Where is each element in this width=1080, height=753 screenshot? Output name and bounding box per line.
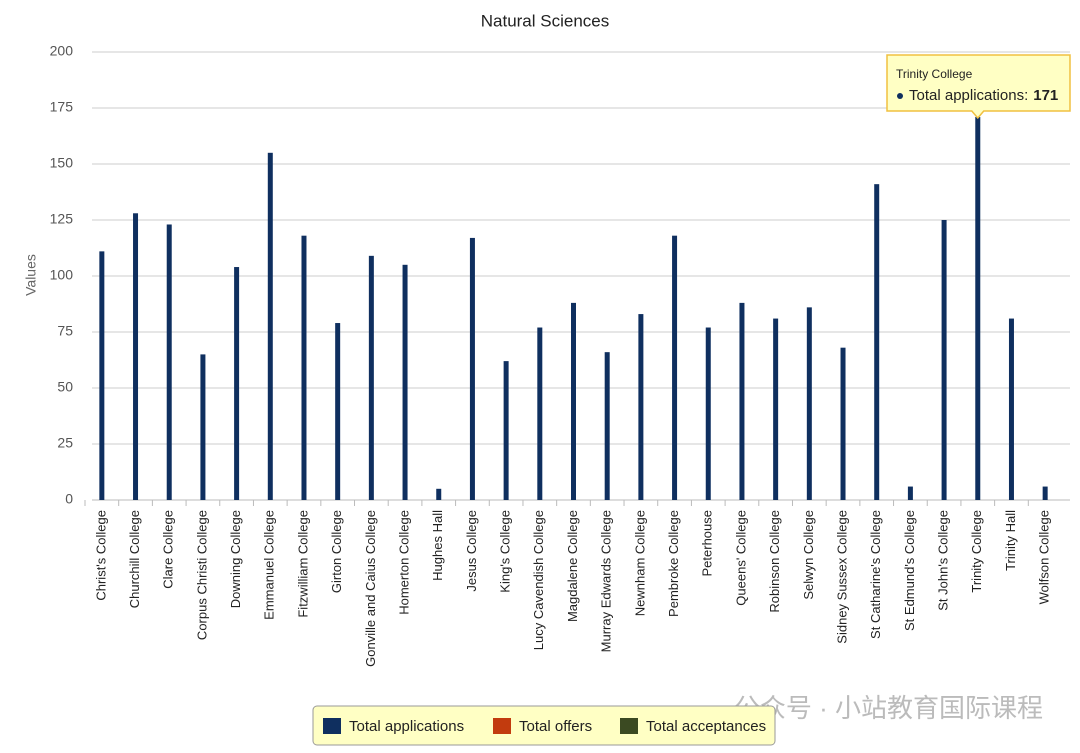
- legend-swatch: [493, 718, 511, 734]
- bar: [941, 220, 947, 500]
- bar: [604, 352, 610, 500]
- tooltip-dot: [897, 93, 903, 99]
- bar: [840, 347, 846, 500]
- legend-swatch: [323, 718, 341, 734]
- x-tick-label: Churchill College: [127, 510, 142, 608]
- x-tick-label: Peterhouse: [700, 510, 715, 577]
- tooltip-label: Total applications: 171: [909, 87, 1058, 104]
- x-tick-label: Murray Edwards College: [599, 510, 614, 652]
- legend-box: [312, 705, 776, 746]
- legend-swatch: [620, 718, 638, 734]
- x-tick-label: St Edmund's College: [902, 510, 917, 631]
- x-tick-label: Downing College: [228, 510, 243, 608]
- x-tick-label: Christ's College: [93, 510, 108, 601]
- bar: [1008, 318, 1014, 500]
- bar: [402, 264, 408, 500]
- tooltip-series: Total applications:: [909, 87, 1028, 104]
- x-tick-label: Robinson College: [767, 510, 782, 613]
- chart-title: Natural Sciences: [481, 11, 610, 30]
- bar: [436, 488, 442, 500]
- x-tick-label: Emmanuel College: [262, 510, 277, 620]
- y-tick-label: 75: [57, 323, 73, 339]
- x-tick-label: St John's College: [936, 510, 951, 611]
- y-axis-title: Values: [23, 254, 39, 296]
- bar: [537, 327, 543, 500]
- y-tick-label: 175: [50, 99, 74, 115]
- x-tick-label: Queens' College: [733, 510, 748, 606]
- legend-label: Total acceptances: [646, 718, 766, 735]
- x-tick-label: Clare College: [161, 510, 176, 589]
- watermark: 公众号 · 小站教育国际课程: [734, 693, 1043, 723]
- bar: [638, 314, 644, 500]
- x-tick-label: Corpus Christi College: [194, 510, 209, 640]
- x-tick-label: Gonville and Caius College: [363, 510, 378, 667]
- bar: [975, 116, 981, 501]
- y-tick-label: 50: [57, 379, 73, 395]
- x-tick-label: Fitzwilliam College: [295, 510, 310, 618]
- tooltip-value: 171: [1033, 87, 1058, 104]
- y-tick-label: 0: [65, 491, 73, 507]
- x-tick-label: Sidney Sussex College: [834, 510, 849, 644]
- bar: [705, 327, 711, 500]
- bar: [133, 213, 139, 500]
- bar: [571, 302, 576, 500]
- x-tick-label: Girton College: [329, 510, 344, 593]
- bar: [301, 235, 307, 500]
- x-tick-label: Lucy Cavendish College: [531, 510, 546, 650]
- x-tick-label: Selwyn College: [801, 510, 816, 600]
- x-tick-label: Homerton College: [396, 510, 411, 615]
- x-tick-label: Wolfson College: [1037, 510, 1052, 604]
- y-tick-label: 200: [50, 43, 74, 59]
- bar: [99, 251, 105, 500]
- x-tick-label: Trinity College: [969, 510, 984, 593]
- bar: [672, 235, 678, 500]
- bar: [469, 237, 475, 501]
- bar: [267, 152, 273, 501]
- bar: [806, 307, 812, 500]
- x-tick-label: Pembroke College: [666, 510, 681, 617]
- bar: [368, 255, 374, 500]
- y-tick-label: 125: [50, 211, 74, 227]
- x-tick-label: St Catharine's College: [868, 510, 883, 639]
- tooltip-box: [886, 54, 1071, 120]
- x-tick-label: Trinity Hall: [1003, 510, 1018, 571]
- x-tick-label: King's College: [498, 510, 513, 593]
- y-tick-label: 25: [57, 435, 73, 451]
- bar: [907, 486, 913, 500]
- bar: [1042, 486, 1048, 500]
- legend-label: Total applications: [349, 718, 464, 735]
- legend-label: Total offers: [519, 718, 592, 735]
- x-tick-label: Hughes Hall: [430, 510, 445, 581]
- bar: [503, 361, 509, 500]
- y-tick-label: 100: [50, 267, 74, 283]
- tooltip-title: Trinity College: [896, 67, 973, 81]
- x-tick-label: Jesus College: [464, 510, 479, 592]
- y-tick-label: 150: [50, 155, 74, 171]
- bar: [234, 267, 240, 500]
- bar: [200, 354, 206, 500]
- bar: [773, 318, 779, 500]
- x-tick-label: Magdalene College: [565, 510, 580, 622]
- bar: [874, 184, 880, 500]
- bar: [335, 323, 341, 500]
- bar: [166, 224, 172, 501]
- x-tick-label: Newnham College: [632, 510, 647, 616]
- bar: [739, 302, 745, 500]
